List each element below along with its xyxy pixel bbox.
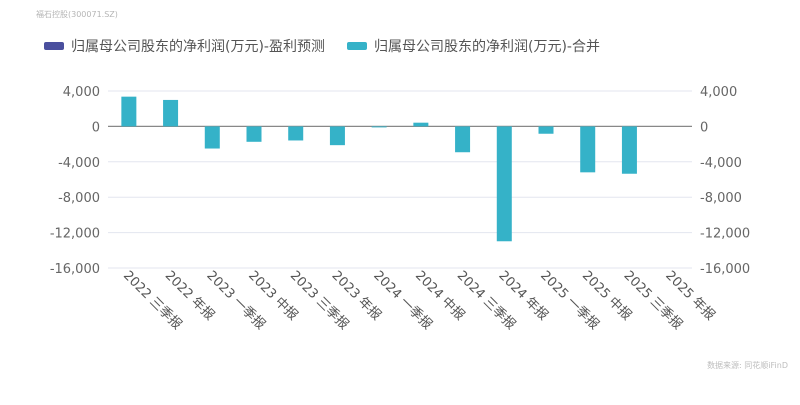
bar[interactable] [580, 126, 596, 173]
bar[interactable] [204, 126, 220, 149]
y-tick-right: 0 [700, 120, 708, 135]
bar[interactable] [246, 126, 262, 142]
y-tick-right: -12,000 [700, 227, 750, 242]
legend-swatch-forecast [44, 42, 64, 50]
y-tick-left: -16,000 [50, 262, 100, 277]
y-tick-left: 0 [92, 120, 100, 135]
bar[interactable] [413, 122, 429, 127]
stock-label: 福石控股(300071.SZ) [36, 10, 118, 19]
legend-label-consolidated: 归属母公司股东的净利润(万元)-合并 [373, 39, 600, 55]
bar[interactable] [538, 126, 554, 134]
legend-label-forecast: 归属母公司股东的净利润(万元)-盈利预测 [71, 39, 325, 55]
bar[interactable] [455, 126, 471, 153]
chart-legend: 归属母公司股东的净利润(万元)-盈利预测 归属母公司股东的净利润(万元)-合并 [44, 36, 600, 56]
data-source: 数据来源: 同花顺iFinD [707, 361, 788, 370]
y-tick-right: -16,000 [700, 262, 750, 277]
legend-swatch-consolidated [346, 42, 367, 50]
bar[interactable] [121, 96, 137, 127]
y-tick-left: -12,000 [50, 227, 100, 242]
bar[interactable] [496, 126, 512, 242]
y-tick-left: -8,000 [58, 191, 100, 206]
y-tick-right: 4,000 [700, 85, 737, 100]
y-tick-right: -4,000 [700, 156, 742, 171]
y-tick-left: -4,000 [58, 156, 100, 171]
legend-item-forecast[interactable]: 归属母公司股东的净利润(万元)-盈利预测 [44, 36, 325, 56]
bar[interactable] [163, 99, 179, 127]
bar[interactable] [621, 126, 637, 174]
bar[interactable] [329, 126, 345, 146]
bar[interactable] [288, 126, 304, 141]
legend-item-consolidated[interactable]: 归属母公司股东的净利润(万元)-合并 [346, 36, 600, 56]
bar[interactable] [371, 126, 387, 128]
y-tick-left: 4,000 [63, 85, 100, 100]
y-tick-right: -8,000 [700, 191, 742, 206]
